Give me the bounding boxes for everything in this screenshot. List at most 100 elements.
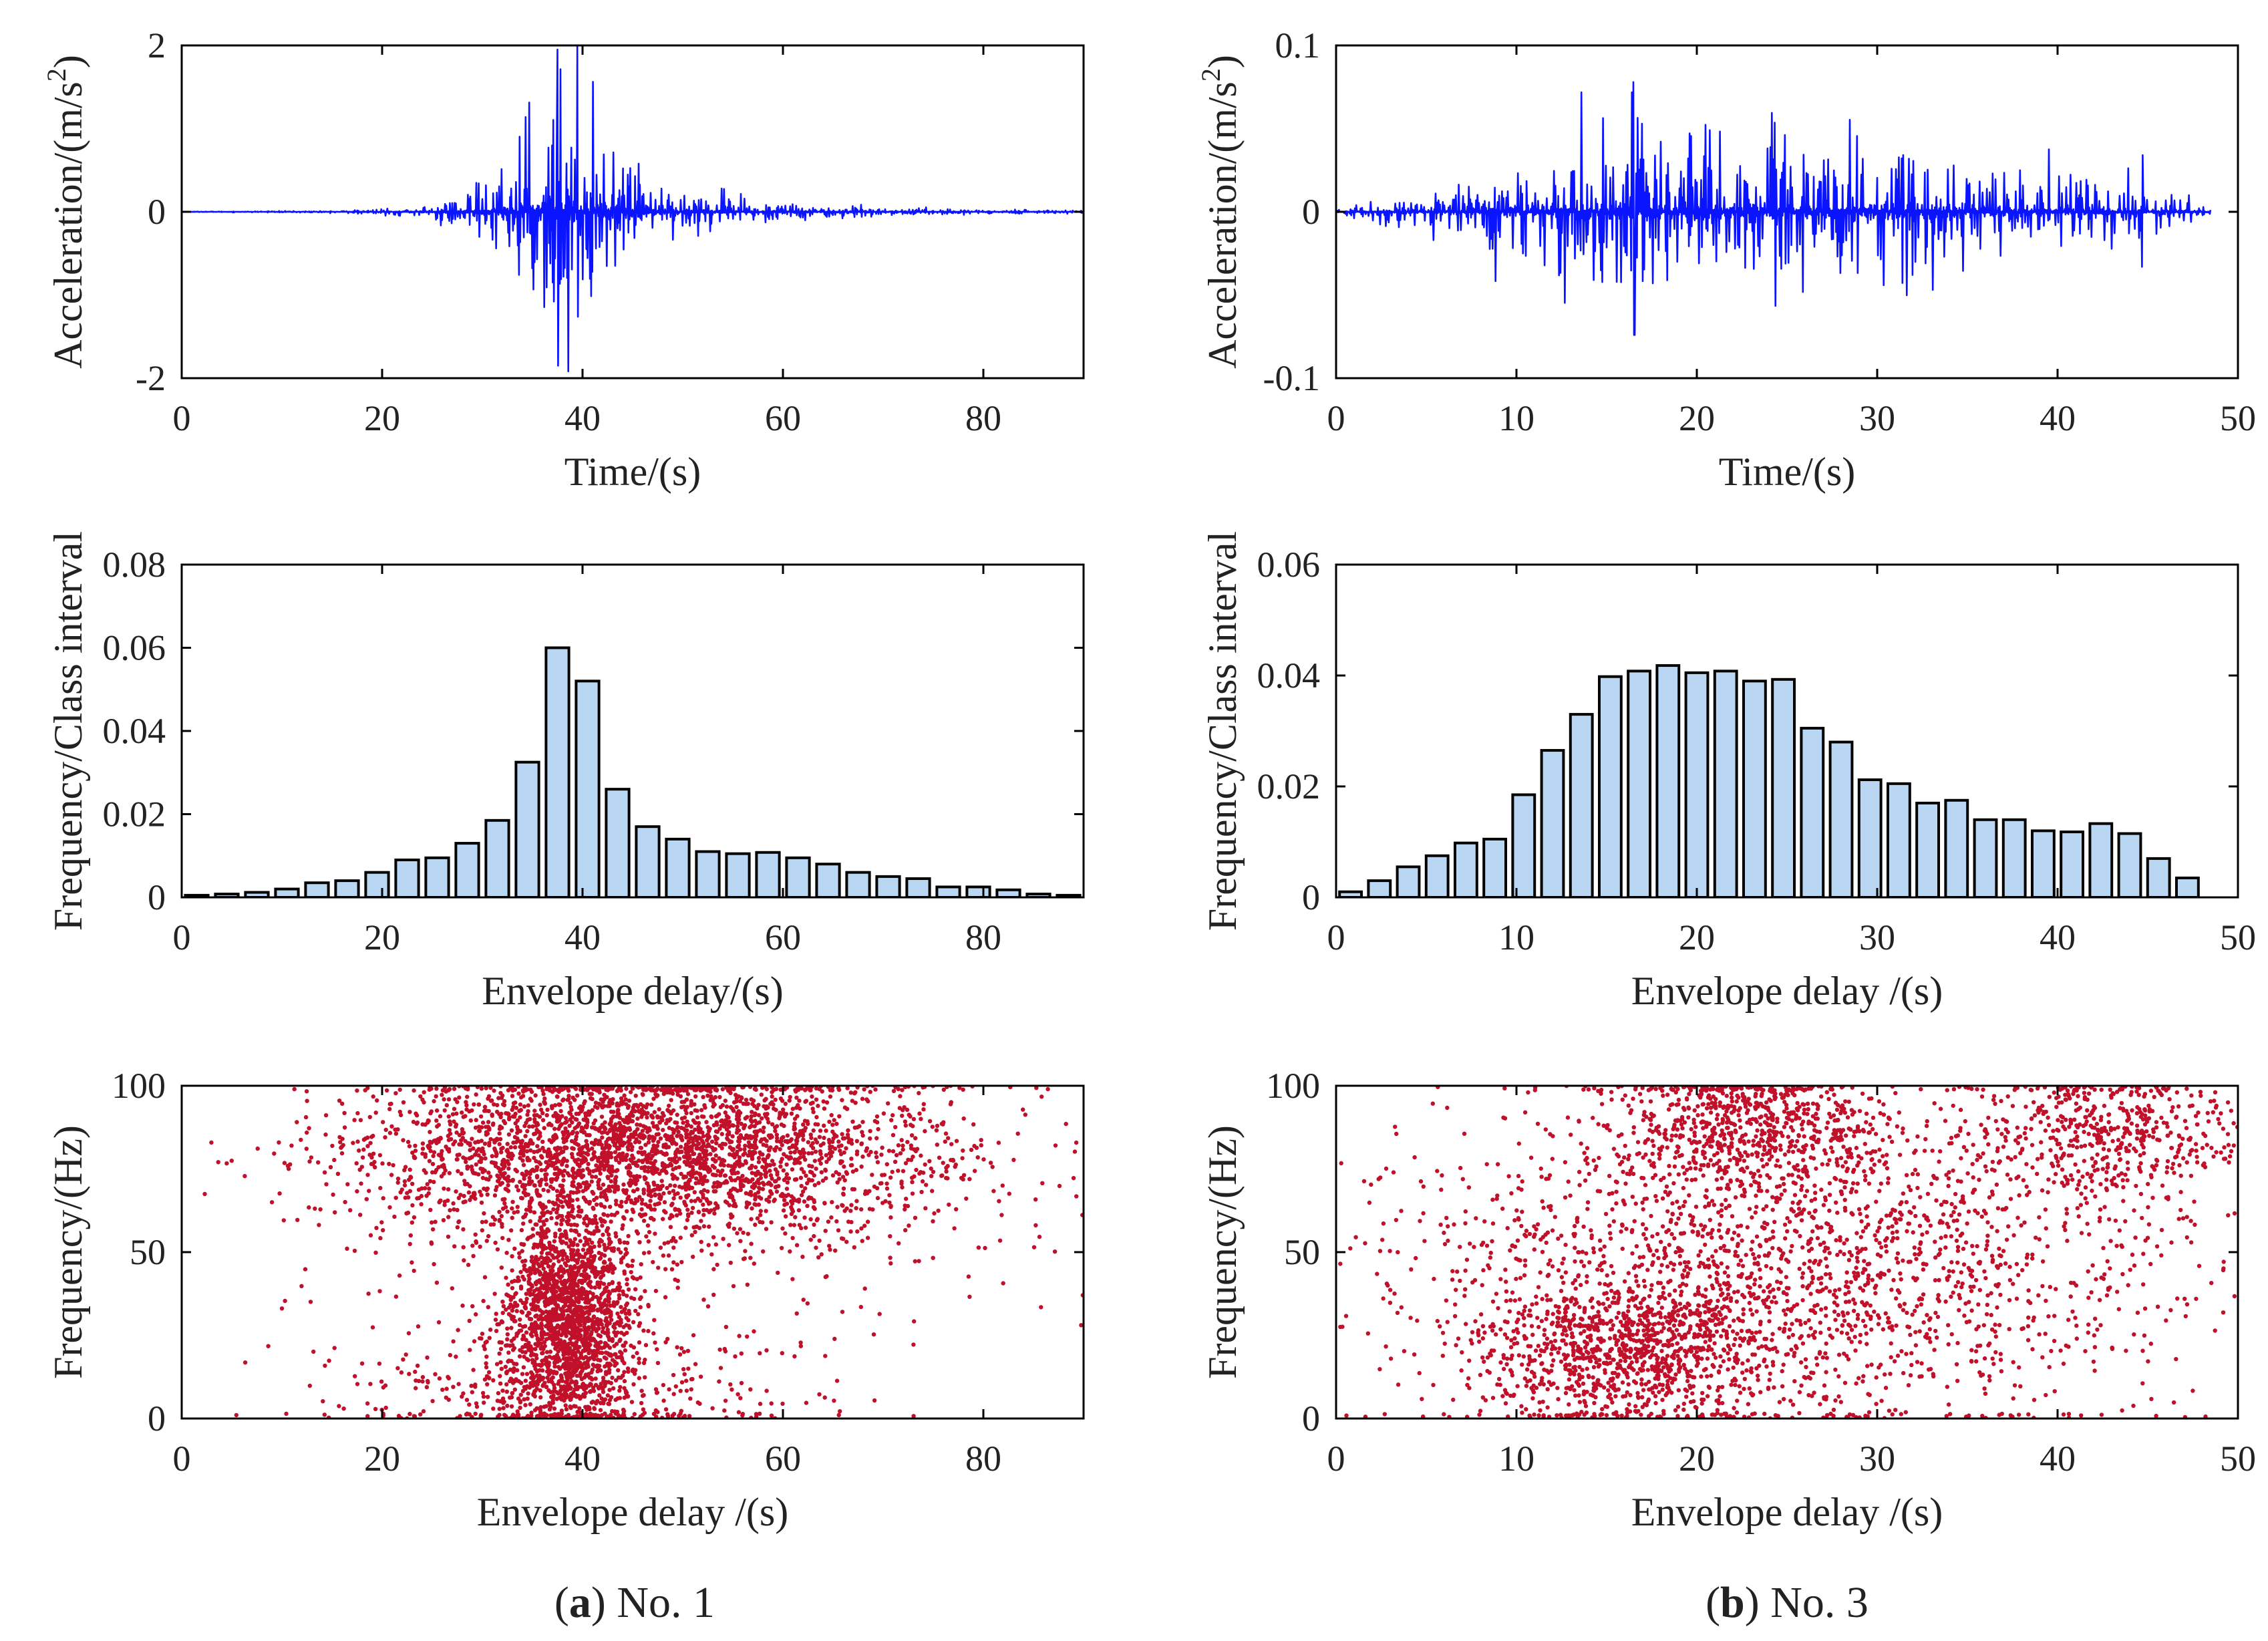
- a3-point: [552, 1364, 557, 1369]
- a3-point: [729, 1215, 734, 1220]
- a3-point: [532, 1120, 537, 1125]
- a3-point: [316, 1160, 321, 1165]
- a3-point: [622, 1269, 627, 1274]
- a3-point: [307, 1126, 311, 1131]
- a3-point: [534, 1222, 539, 1227]
- a3-point: [520, 1139, 524, 1143]
- a3-point: [482, 1168, 487, 1173]
- a3-point: [619, 1260, 624, 1265]
- a3-point: [834, 1121, 839, 1127]
- a3-point: [621, 1141, 626, 1145]
- a3-point: [539, 1321, 544, 1326]
- a3-point: [572, 1278, 577, 1283]
- a3-point: [727, 1221, 732, 1226]
- a3-point: [534, 1112, 539, 1118]
- a3-point: [730, 1123, 735, 1128]
- a3-point: [738, 1098, 743, 1104]
- a3-point: [364, 1197, 369, 1201]
- a3-point: [601, 1376, 606, 1380]
- a3-point: [584, 1139, 589, 1144]
- a3-point: [402, 1183, 408, 1188]
- a3-point: [824, 1100, 830, 1105]
- a3-point: [943, 1131, 949, 1136]
- a3-point: [591, 1169, 596, 1174]
- a3-point: [949, 1158, 953, 1163]
- a3-point: [606, 1150, 611, 1155]
- a3-point: [446, 1114, 451, 1119]
- a3-point: [583, 1372, 589, 1377]
- a3-point: [568, 1278, 573, 1283]
- a3-point: [614, 1321, 619, 1326]
- b1-series-line: [1336, 81, 2212, 336]
- a3-point: [711, 1104, 715, 1109]
- a3-point: [697, 1135, 701, 1140]
- a3-point: [793, 1215, 798, 1219]
- b2-bar-23: [2001, 818, 2027, 897]
- b2-bar-28: [2146, 857, 2171, 897]
- a3-point: [840, 1098, 844, 1102]
- a3-point: [560, 1098, 565, 1103]
- a3-point: [678, 1211, 683, 1216]
- a3-point: [495, 1247, 500, 1252]
- a3-point: [713, 1153, 718, 1158]
- a3-point: [668, 1183, 673, 1188]
- a3-point: [635, 1163, 640, 1169]
- a3-point: [679, 1100, 684, 1104]
- a2-ylabel: Frequency/Class interval: [46, 531, 90, 931]
- a3-point: [484, 1125, 488, 1129]
- a3-point: [886, 1149, 892, 1153]
- b2-bar-25: [2060, 831, 2085, 897]
- a3-point: [868, 1090, 872, 1094]
- a3-point: [523, 1134, 528, 1139]
- a3-point: [609, 1119, 613, 1124]
- a2-bar-22: [845, 871, 871, 897]
- a3-point: [718, 1171, 723, 1175]
- a3-point: [766, 1199, 772, 1204]
- a3-point: [524, 1330, 529, 1335]
- a3-point: [822, 1135, 826, 1141]
- a3-point: [710, 1172, 715, 1177]
- a3-point: [564, 1348, 569, 1354]
- a3-point: [747, 1149, 752, 1154]
- a3-point: [1023, 1112, 1028, 1117]
- a3-point: [603, 1364, 607, 1369]
- a3-point: [738, 1187, 744, 1193]
- a3-point: [511, 1314, 516, 1320]
- a3-point: [691, 1225, 696, 1230]
- a3-point: [551, 1326, 556, 1331]
- a3-point: [762, 1182, 766, 1187]
- b2-ytick-label-0: 0: [1302, 877, 1320, 917]
- a3-point: [904, 1197, 909, 1201]
- a3-point: [536, 1340, 541, 1345]
- a3-point: [862, 1223, 867, 1228]
- a3-point: [873, 1087, 878, 1092]
- a3-point: [597, 1340, 601, 1346]
- a3-point: [744, 1161, 749, 1165]
- a3-point: [698, 1088, 703, 1093]
- a3-point: [796, 1157, 800, 1162]
- a3-point: [728, 1104, 734, 1110]
- a3-point: [661, 1128, 665, 1133]
- a3-point: [907, 1112, 911, 1117]
- a3-point: [569, 1223, 574, 1227]
- a3-point: [854, 1139, 860, 1144]
- a3-point: [599, 1322, 604, 1327]
- a3-point: [448, 1119, 452, 1124]
- a3-point: [420, 1141, 426, 1146]
- a3-point: [591, 1205, 595, 1210]
- a3-point: [448, 1208, 452, 1213]
- a3-point: [528, 1292, 532, 1298]
- a3-point: [412, 1215, 417, 1220]
- a3-point: [617, 1237, 622, 1243]
- a3-point: [571, 1240, 576, 1245]
- a3-point: [446, 1133, 450, 1139]
- a3-point: [1074, 1194, 1079, 1199]
- a3-point: [524, 1338, 528, 1342]
- a3-point: [812, 1198, 816, 1203]
- a3-point: [888, 1234, 893, 1239]
- a3-point: [575, 1197, 580, 1202]
- a3-point: [468, 1118, 473, 1123]
- a3-point: [630, 1275, 635, 1280]
- a3-point: [743, 1123, 748, 1128]
- a3-point: [778, 1164, 783, 1169]
